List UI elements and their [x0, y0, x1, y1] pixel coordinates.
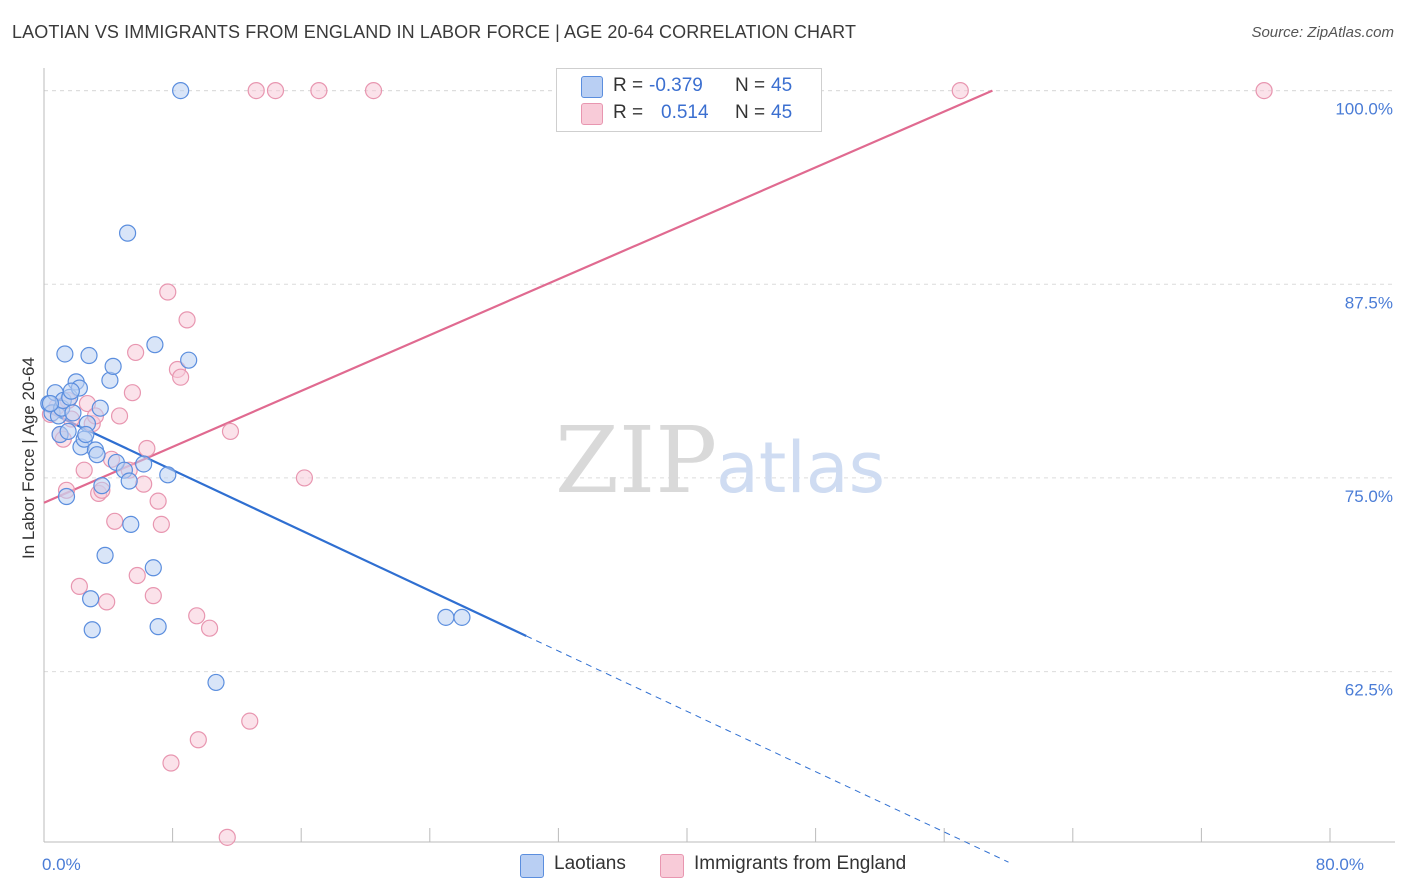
laotians-point [159, 466, 177, 484]
bottom-label-england: Immigrants from England [694, 853, 907, 874]
y-tick-label: 62.5% [1345, 681, 1393, 700]
england-point [178, 311, 196, 329]
laotians-point [180, 351, 198, 369]
laotians-point [59, 422, 77, 441]
watermark-atlas: atlas [716, 427, 885, 509]
england-point [98, 593, 116, 611]
legend-swatch-laotians [581, 76, 603, 98]
england-point [951, 81, 969, 100]
axes [43, 68, 1395, 843]
legend-r-value-england: 0.514 [661, 102, 709, 123]
chart-title: LAOTIAN VS IMMIGRANTS FROM ENGLAND IN LA… [12, 22, 857, 42]
laotians-point [149, 618, 167, 636]
england-point [149, 492, 167, 510]
england-trend-line [43, 89, 993, 504]
england-point [123, 384, 142, 402]
trend-lines [43, 89, 1009, 863]
england-point [295, 469, 314, 487]
england-point [75, 461, 93, 479]
england-point [1255, 81, 1273, 100]
england-point [221, 422, 240, 441]
laotians-trend-extension [526, 635, 1009, 863]
england-point [162, 754, 180, 772]
england-point [135, 475, 153, 493]
laotians-point [62, 382, 80, 400]
x-tick-label: 0.0% [42, 855, 81, 874]
laotians-point [88, 446, 106, 464]
legend-r-label: R = [613, 75, 644, 96]
laotians-point [144, 559, 162, 577]
legend-r-label: R = [613, 102, 644, 123]
y-tick-label: 75.0% [1345, 487, 1393, 506]
laotians-point [64, 404, 82, 422]
laotians-point [118, 224, 137, 242]
laotians-point [83, 621, 101, 639]
watermark: ZIP atlas [555, 407, 885, 514]
laotians-point [172, 81, 190, 100]
england-point [247, 81, 265, 100]
laotians-point [146, 336, 164, 354]
england-point [70, 577, 88, 595]
laotians-point [41, 394, 60, 413]
bottom-swatch-england [660, 854, 684, 878]
laotians-point [101, 371, 119, 389]
laotians-point [96, 546, 114, 564]
bottom-swatch-laotians [520, 854, 544, 878]
england-point [106, 512, 124, 530]
laotians-trend-line [43, 408, 527, 637]
legend-n-label: N = [735, 102, 766, 123]
laotians-point [77, 425, 95, 444]
watermark-zip: ZIP [555, 407, 717, 514]
england-point [172, 368, 190, 386]
laotians-points [40, 81, 471, 692]
laotians-point [57, 487, 76, 506]
england-point [241, 712, 259, 730]
correlation-legend: R = -0.379 N = 45 R = 0.514 N = 45 [556, 68, 822, 132]
laotians-point [56, 345, 74, 363]
legend-n-label: N = [735, 75, 766, 96]
laotians-point [80, 346, 98, 365]
england-point [159, 283, 177, 301]
laotians-point [91, 399, 109, 417]
laotians-point [104, 357, 122, 375]
legend-n-value-laotians: 45 [771, 75, 793, 96]
laotians-point [207, 673, 225, 692]
laotians-point [122, 515, 140, 533]
laotians-point [82, 590, 100, 608]
chart-source: Source: ZipAtlas.com [1251, 24, 1394, 41]
england-point [364, 81, 383, 100]
england-point [138, 439, 156, 458]
laotians-point [93, 477, 111, 495]
england-point [144, 587, 162, 605]
bottom-label-laotians: Laotians [554, 853, 626, 874]
laotians-point [135, 455, 153, 473]
legend-n-value-england: 45 [771, 102, 793, 123]
legend-swatch-england [581, 103, 603, 125]
england-point [310, 81, 328, 100]
legend-r-value-laotians: -0.379 [649, 75, 703, 96]
england-point [200, 619, 219, 637]
england-point [128, 566, 146, 585]
england-point [266, 81, 285, 100]
tick-labels: 62.5% 75.0% 87.5% 100.0% 0.0% 80.0% [42, 100, 1393, 874]
laotians-point [120, 472, 138, 490]
england-point [218, 828, 236, 846]
england-point [110, 407, 129, 425]
england-point [152, 515, 170, 533]
y-tick-label: 100.0% [1335, 100, 1393, 119]
laotians-point [453, 608, 471, 626]
laotians-point [437, 608, 455, 626]
grid-lines [44, 90, 1395, 673]
england-point [189, 731, 207, 749]
england-point [127, 343, 145, 362]
england-point [188, 607, 206, 625]
y-tick-label: 87.5% [1345, 293, 1393, 312]
x-tick-label: 80.0% [1316, 855, 1364, 874]
